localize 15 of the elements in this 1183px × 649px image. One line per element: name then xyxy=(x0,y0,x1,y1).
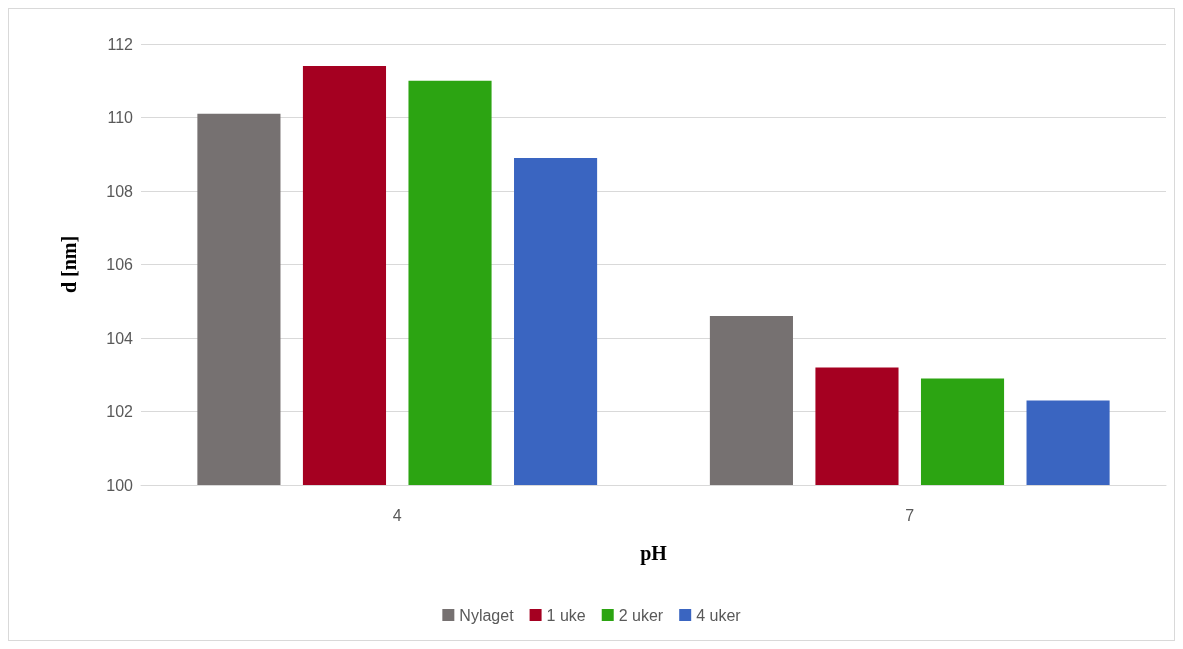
legend-label: Nylaget xyxy=(459,606,515,624)
legend-label: 4 uker xyxy=(696,606,742,624)
y-tick-label: 110 xyxy=(107,109,134,126)
legend-label: 2 uker xyxy=(618,606,664,624)
x-tick-label: 7 xyxy=(905,506,915,524)
legend-label: 1 uke xyxy=(546,606,586,624)
y-axis-title: d [nm] xyxy=(58,235,80,294)
y-tick-label: 102 xyxy=(106,403,134,420)
y-tick-label: 112 xyxy=(107,35,134,53)
x-axis-title: pH xyxy=(640,542,668,565)
y-tick-label: 104 xyxy=(106,329,134,347)
y-tick-label: 106 xyxy=(106,256,134,273)
x-tick-label: 4 xyxy=(392,506,402,524)
y-tick-label: 108 xyxy=(106,182,134,200)
y-tick-label: 100 xyxy=(106,476,134,494)
